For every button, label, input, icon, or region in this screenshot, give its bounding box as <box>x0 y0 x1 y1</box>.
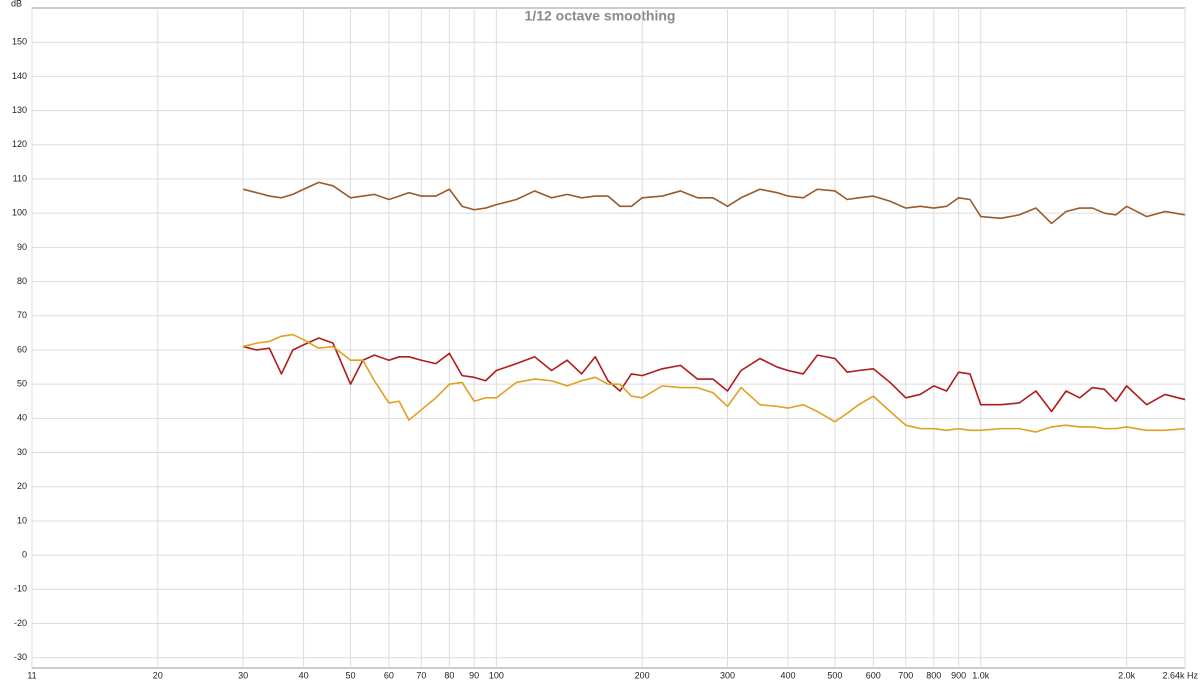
y-tick-label: 10 <box>17 515 27 525</box>
x-tick-label: 300 <box>720 670 735 680</box>
y-tick-label: -20 <box>14 618 27 628</box>
series-line <box>242 181 1186 225</box>
x-tick-label: 400 <box>780 670 795 680</box>
y-tick-label: 140 <box>12 71 27 81</box>
y-tick-label: 150 <box>12 37 27 47</box>
x-tick-label: 20 <box>153 670 163 680</box>
y-tick-label: 80 <box>17 276 27 286</box>
y-tick-label: 120 <box>12 139 27 149</box>
x-tick-label: 50 <box>346 670 356 680</box>
x-tick-label: 2.0k <box>1118 670 1136 680</box>
y-tick-label: 70 <box>17 310 27 320</box>
x-tick-label: 1.0k <box>972 670 990 680</box>
plot-area <box>31 7 1186 669</box>
y-tick-label: -10 <box>14 584 27 594</box>
x-tick-label: 90 <box>469 670 479 680</box>
x-tick-label: 500 <box>827 670 842 680</box>
series-line <box>242 337 1186 413</box>
y-tick-label: 130 <box>12 105 27 115</box>
x-tick-label: 40 <box>299 670 309 680</box>
x-tick-label: 30 <box>238 670 248 680</box>
x-tick-label: 600 <box>866 670 881 680</box>
series-line <box>242 333 1186 433</box>
y-tick-label: 60 <box>17 344 27 354</box>
y-tick-label: -30 <box>14 652 27 662</box>
x-tick-label: 80 <box>444 670 454 680</box>
x-tick-label: 70 <box>416 670 426 680</box>
x-tick-label: 900 <box>951 670 966 680</box>
x-tick-label: 800 <box>926 670 941 680</box>
x-tick-label: 11 <box>27 670 36 680</box>
x-tick-label: 60 <box>384 670 394 680</box>
x-tick-label: 100 <box>489 670 504 680</box>
chart-title: 1/12 octave smoothing <box>525 8 676 24</box>
y-tick-label: 40 <box>17 413 27 423</box>
y-tick-label: 0 <box>22 550 27 560</box>
y-tick-label: 30 <box>17 447 27 457</box>
y-tick-label: 20 <box>17 481 27 491</box>
y-tick-label: 90 <box>17 242 27 252</box>
y-tick-label: 100 <box>12 208 27 218</box>
y-axis-label: dB <box>11 0 22 8</box>
y-tick-label: 50 <box>17 379 27 389</box>
y-tick-label: 110 <box>13 173 27 183</box>
x-tick-label: 200 <box>635 670 650 680</box>
x-tick-label: 2.64k Hz <box>1162 670 1198 680</box>
x-tick-label: 700 <box>898 670 913 680</box>
